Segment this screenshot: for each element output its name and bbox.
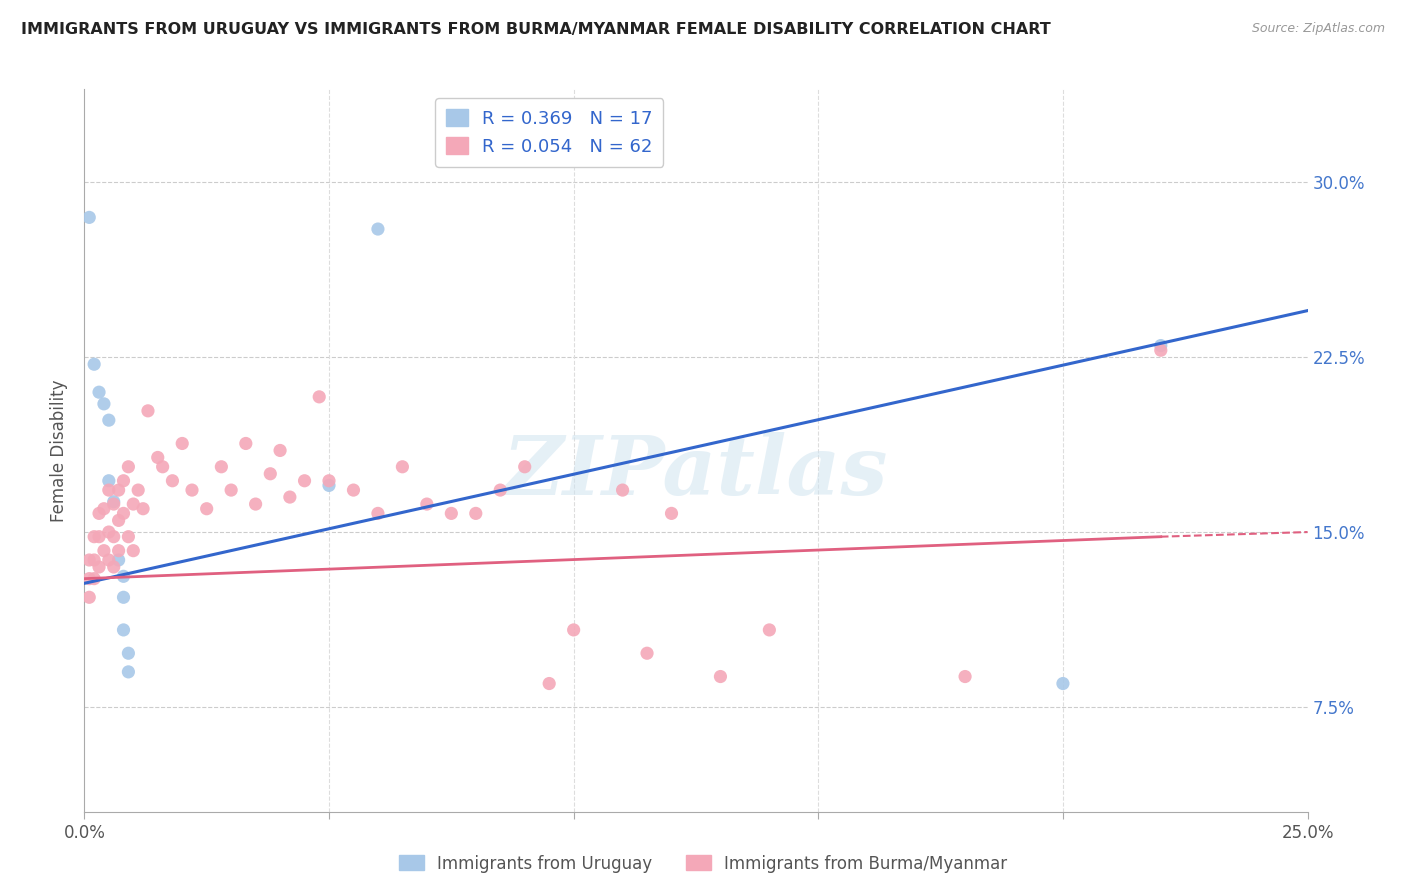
- Legend: R = 0.369   N = 17, R = 0.054   N = 62: R = 0.369 N = 17, R = 0.054 N = 62: [434, 98, 664, 167]
- Point: [152, 459, 174, 474]
- Point: [122, 497, 145, 511]
- Point: [87, 530, 110, 544]
- Point: [758, 623, 780, 637]
- Point: [709, 669, 731, 683]
- Point: [87, 507, 110, 521]
- Text: IMMIGRANTS FROM URUGUAY VS IMMIGRANTS FROM BURMA/MYANMAR FEMALE DISABILITY CORRE: IMMIGRANTS FROM URUGUAY VS IMMIGRANTS FR…: [21, 22, 1050, 37]
- Point: [562, 623, 585, 637]
- Point: [235, 436, 257, 450]
- Point: [103, 560, 125, 574]
- Point: [636, 646, 658, 660]
- Point: [489, 483, 512, 497]
- Point: [83, 553, 105, 567]
- Point: [391, 459, 413, 474]
- Point: [97, 483, 120, 497]
- Point: [77, 572, 100, 586]
- Point: [162, 474, 184, 488]
- Point: [97, 474, 120, 488]
- Point: [367, 507, 389, 521]
- Point: [103, 497, 125, 511]
- Point: [308, 390, 330, 404]
- Point: [209, 459, 232, 474]
- Point: [117, 459, 139, 474]
- Point: [87, 560, 110, 574]
- Point: [112, 569, 135, 583]
- Point: [107, 513, 129, 527]
- Point: [93, 543, 115, 558]
- Point: [172, 436, 194, 450]
- Point: [77, 211, 100, 225]
- Point: [107, 543, 129, 558]
- Point: [278, 490, 301, 504]
- Point: [93, 501, 115, 516]
- Point: [1052, 676, 1074, 690]
- Point: [367, 222, 389, 236]
- Point: [195, 501, 218, 516]
- Point: [1150, 343, 1173, 358]
- Point: [136, 404, 159, 418]
- Point: [97, 553, 120, 567]
- Point: [127, 483, 149, 497]
- Point: [87, 385, 110, 400]
- Point: [107, 483, 129, 497]
- Point: [132, 501, 155, 516]
- Point: [107, 553, 129, 567]
- Y-axis label: Female Disability: Female Disability: [51, 379, 69, 522]
- Point: [318, 474, 340, 488]
- Point: [112, 623, 135, 637]
- Point: [83, 530, 105, 544]
- Point: [245, 497, 267, 511]
- Text: ZIPatlas: ZIPatlas: [503, 432, 889, 512]
- Point: [513, 459, 536, 474]
- Point: [112, 591, 135, 605]
- Point: [77, 553, 100, 567]
- Point: [181, 483, 204, 497]
- Point: [953, 669, 976, 683]
- Point: [93, 397, 115, 411]
- Point: [103, 530, 125, 544]
- Point: [259, 467, 281, 481]
- Point: [612, 483, 634, 497]
- Point: [416, 497, 439, 511]
- Point: [112, 507, 135, 521]
- Point: [269, 443, 291, 458]
- Point: [219, 483, 242, 497]
- Point: [103, 494, 125, 508]
- Point: [77, 591, 100, 605]
- Point: [117, 530, 139, 544]
- Point: [440, 507, 463, 521]
- Point: [117, 665, 139, 679]
- Point: [117, 646, 139, 660]
- Point: [146, 450, 169, 465]
- Point: [97, 524, 120, 539]
- Point: [122, 543, 145, 558]
- Point: [342, 483, 364, 497]
- Point: [112, 474, 135, 488]
- Point: [1150, 338, 1173, 352]
- Point: [97, 413, 120, 427]
- Point: [538, 676, 561, 690]
- Point: [294, 474, 316, 488]
- Point: [83, 572, 105, 586]
- Point: [318, 478, 340, 492]
- Text: Source: ZipAtlas.com: Source: ZipAtlas.com: [1251, 22, 1385, 36]
- Point: [661, 507, 683, 521]
- Legend: Immigrants from Uruguay, Immigrants from Burma/Myanmar: Immigrants from Uruguay, Immigrants from…: [392, 848, 1014, 880]
- Point: [464, 507, 486, 521]
- Point: [83, 357, 105, 371]
